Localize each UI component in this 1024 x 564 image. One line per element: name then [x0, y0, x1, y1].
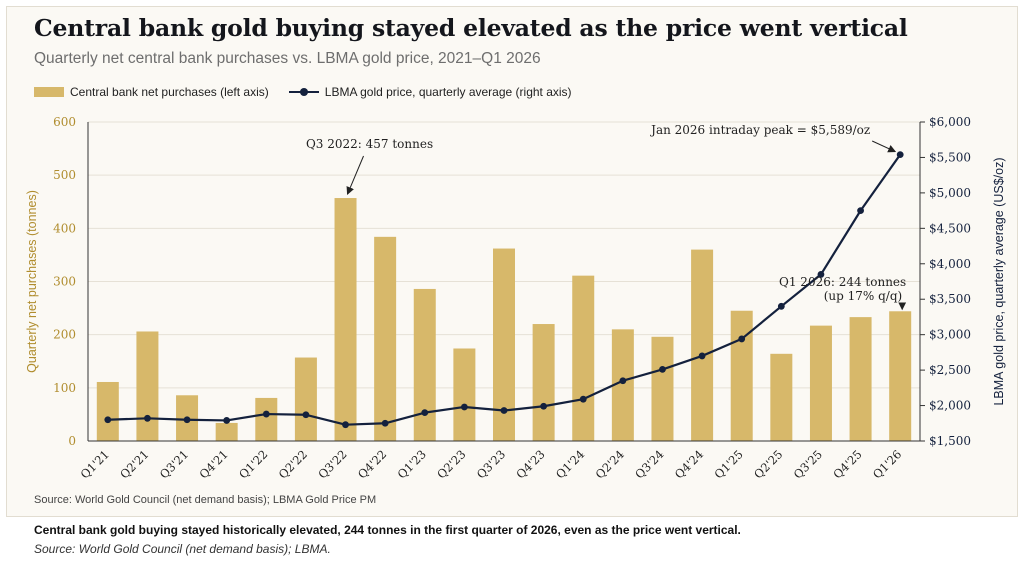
y-left-tick-label: 200 — [53, 328, 76, 342]
y-right-tick-label: $5,500 — [929, 150, 971, 164]
x-tick-label: Q4'25 — [830, 447, 864, 481]
bar — [215, 422, 238, 441]
x-tick-label: Q4'23 — [513, 447, 547, 481]
x-tick-label: Q1'26 — [870, 447, 904, 481]
price-point — [540, 402, 548, 410]
bar — [770, 353, 793, 441]
bar — [730, 310, 753, 441]
y-right-tick-label: $4,500 — [929, 221, 971, 235]
y-right-tick-label: $6,000 — [929, 115, 971, 129]
x-tick-label: Q3'22 — [315, 447, 349, 481]
y-right-tick-label: $3,000 — [929, 328, 971, 342]
price-point — [619, 377, 627, 385]
x-tick-label: Q2'21 — [117, 447, 151, 481]
x-tick-label: Q1'22 — [236, 447, 270, 481]
legend-bar-swatch — [34, 87, 64, 97]
x-tick-label: Q4'24 — [672, 447, 706, 481]
x-tick-label: Q1'21 — [78, 447, 112, 481]
x-tick-label: Q1'24 — [553, 447, 587, 481]
price-point — [579, 395, 587, 403]
x-tick-label: Q3'24 — [632, 447, 666, 481]
bar — [889, 311, 912, 441]
x-tick-label: Q1'25 — [712, 447, 746, 481]
y-right-tick-label: $2,500 — [929, 363, 971, 377]
annotation-label: Q1 2026: 244 tonnes — [779, 275, 906, 289]
x-tick-label: Q2'22 — [276, 447, 310, 481]
price-point — [223, 417, 231, 424]
bar — [136, 331, 159, 441]
x-tick-label: Q3'23 — [474, 447, 508, 481]
bar — [334, 198, 357, 441]
bar — [651, 336, 674, 441]
price-point — [342, 421, 349, 429]
annotation-label: Jan 2026 intraday peak = $5,589/oz — [649, 123, 870, 137]
bar — [809, 325, 832, 441]
bar — [374, 236, 397, 441]
price-point — [500, 407, 508, 414]
price-point — [421, 409, 429, 417]
y-left-tick-label: 100 — [53, 381, 76, 395]
bar — [453, 348, 476, 441]
x-tick-label: Q4'22 — [355, 447, 389, 481]
bar — [532, 324, 555, 441]
bar — [294, 357, 317, 441]
price-point — [659, 366, 666, 373]
chart-title: Central bank gold buying stayed elevated… — [34, 14, 908, 42]
caption: Central bank gold buying stayed historic… — [34, 523, 741, 537]
x-tick-label: Q2'23 — [434, 447, 468, 481]
chart-plot: 0 100 200 300 400 500 600 $1,500 $2,000 $2,500 $3,… — [25, 115, 1006, 482]
annotation-label: Q3 2022: 457 tonnes — [306, 137, 433, 151]
price-point — [104, 416, 112, 424]
price-point — [896, 151, 904, 159]
x-tick-label: Q1'23 — [395, 447, 429, 481]
x-tick-label: Q2'25 — [751, 447, 785, 481]
y-left-tick-label: 300 — [53, 275, 76, 289]
bar — [96, 381, 119, 441]
chart-subtitle: Quarterly net central bank purchases vs.… — [34, 50, 541, 67]
bar — [493, 248, 515, 441]
x-tick-label: Q4'21 — [196, 447, 230, 481]
bar — [572, 275, 595, 441]
bar — [691, 249, 714, 441]
y-right-tick-label: $1,500 — [929, 434, 971, 448]
price-point — [302, 411, 310, 419]
legend-line-label: LBMA gold price, quarterly average (righ… — [324, 85, 572, 99]
y-left-tick-label: 400 — [53, 221, 76, 235]
annotation-arrow — [871, 140, 897, 153]
y-left-axis-title: Quarterly net purchases (tonnes) — [25, 190, 39, 373]
y-left-tick-label: 0 — [68, 434, 76, 448]
legend-bar-label: Central bank net purchases (left axis) — [70, 85, 269, 99]
bar — [849, 317, 872, 441]
caption-source: Source: World Gold Council (net demand b… — [34, 542, 331, 556]
y-right-axis-title: LBMA gold price, quarterly average (US$/… — [992, 157, 1006, 405]
price-point — [777, 302, 785, 310]
price-point — [183, 416, 191, 424]
x-tick-label: Q3'21 — [157, 447, 191, 481]
annotation-arrow — [346, 155, 364, 195]
x-tick-label: Q2'24 — [593, 447, 627, 481]
price-point — [698, 352, 706, 360]
annotation-label: (up 17% q/q) — [824, 289, 902, 303]
price-point — [381, 419, 389, 427]
y-right-tick-label: $3,500 — [929, 292, 971, 306]
y-left-tick-label: 500 — [53, 168, 76, 182]
legend-line-marker — [288, 87, 319, 97]
price-point — [738, 335, 746, 343]
y-right-tick-label: $5,000 — [929, 186, 971, 200]
price-point — [460, 403, 468, 411]
y-right-tick-label: $2,000 — [929, 399, 971, 413]
bar — [413, 288, 436, 441]
chart-source: Source: World Gold Council (net demand b… — [34, 494, 377, 506]
x-tick-label: Q3'25 — [791, 447, 825, 481]
bar — [255, 397, 278, 441]
bar — [611, 329, 634, 441]
price-point — [857, 207, 864, 215]
price-point — [144, 414, 151, 422]
price-point — [817, 271, 825, 278]
y-right-tick-label: $4,000 — [929, 257, 971, 271]
price-point — [262, 410, 270, 418]
legend: Central bank net purchases (left axis) L… — [34, 85, 572, 99]
y-left-tick-label: 600 — [53, 115, 76, 129]
